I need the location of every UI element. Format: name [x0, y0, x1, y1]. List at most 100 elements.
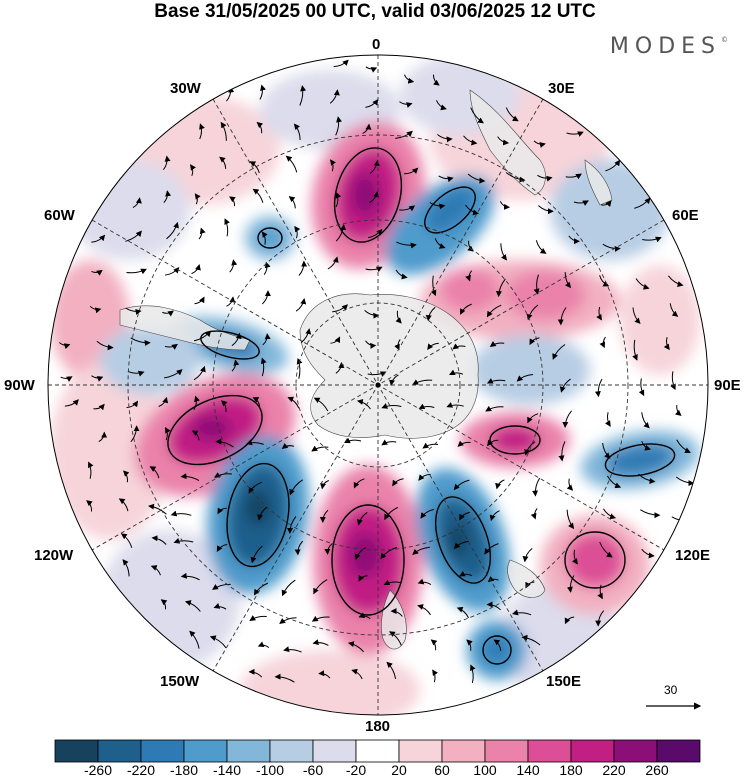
wind-arrow — [420, 508, 435, 519]
wind-arrow — [383, 579, 401, 586]
wind-arrow — [252, 397, 261, 407]
wind-arrow — [193, 395, 200, 411]
wind-arrow — [351, 668, 363, 680]
wind-arrow — [505, 172, 526, 183]
colorbar-tick-label: 20 — [391, 762, 407, 778]
wind-arrow — [365, 266, 383, 273]
wind-arrow — [365, 66, 378, 73]
wind-arrow — [487, 439, 499, 447]
wind-arrow — [369, 191, 380, 204]
wind-arrow — [364, 310, 380, 319]
wind-scale-value: 30 — [664, 683, 678, 697]
wind-arrow — [283, 646, 302, 653]
colorbar-swatch — [355, 739, 400, 763]
wind-arrow — [487, 576, 499, 583]
wind-arrow — [486, 378, 506, 384]
wind-arrow — [605, 159, 621, 172]
wind-arrow — [535, 240, 547, 254]
wind-arrow — [470, 664, 476, 684]
lon-label-120w: 120W — [34, 547, 74, 564]
wind-arrow — [524, 441, 536, 456]
wind-arrow — [256, 121, 264, 134]
wind-arrow — [486, 304, 502, 318]
wind-arrow — [289, 479, 303, 496]
wind-arrow — [248, 668, 263, 678]
wind-arrow — [300, 328, 312, 344]
wind-arrow — [170, 510, 192, 517]
wind-arrow — [279, 617, 297, 625]
wind-arrow — [252, 188, 264, 203]
wind-arrow — [335, 192, 342, 208]
wind-arrow — [231, 359, 240, 372]
colorbar-swatch — [484, 739, 529, 763]
wind-arrow — [465, 204, 479, 216]
wind-arrow — [396, 241, 417, 249]
wind-arrow — [565, 173, 582, 180]
wind-arrow — [599, 541, 613, 558]
colorbar-tick-label: 60 — [434, 762, 450, 778]
wind-arrow — [495, 278, 506, 298]
colorbar-swatch — [226, 739, 271, 763]
wind-arrow — [194, 296, 205, 305]
wind-arrow — [274, 673, 295, 683]
wind-arrow — [403, 74, 415, 84]
wind-arrow — [191, 430, 200, 441]
wind-arrow — [594, 378, 603, 398]
wind-arrow — [122, 559, 130, 577]
wind-arrow — [220, 121, 227, 141]
wind-arrow — [533, 274, 540, 295]
wind-arrow — [427, 342, 439, 351]
wind-arrow — [347, 641, 364, 653]
wind-arrow — [261, 231, 268, 245]
wind-arrow — [532, 477, 541, 497]
wind-arrow — [91, 269, 103, 276]
wind-arrow — [216, 544, 228, 552]
colorbar-swatch — [54, 739, 99, 763]
wind-arrow — [395, 130, 413, 139]
wind-arrow — [602, 508, 617, 520]
wind-arrow — [669, 303, 679, 317]
wind-arrow — [298, 260, 308, 276]
wind-arrow — [641, 548, 655, 559]
wind-arrow — [296, 358, 303, 379]
wind-arrow — [453, 479, 470, 491]
wind-arrow — [434, 238, 446, 249]
wind-arrow — [122, 470, 130, 483]
wind-arrow — [89, 305, 102, 314]
wind-arrow — [489, 341, 505, 347]
wind-arrow — [635, 278, 650, 290]
wind-arrow — [220, 400, 228, 412]
wind-arrow — [173, 537, 194, 544]
wind-arrow — [287, 396, 300, 409]
colorbar-tick-label: -180 — [169, 762, 199, 778]
wind-arrow — [452, 343, 466, 350]
lon-label-180: 180 — [365, 718, 391, 735]
map-disc — [48, 55, 708, 715]
wind-arrow — [212, 583, 231, 590]
colorbar-tick-label: -60 — [302, 762, 324, 778]
wind-arrow — [390, 608, 403, 617]
wind-arrow — [126, 268, 147, 275]
wind-arrow — [335, 223, 347, 242]
wind-arrow — [299, 85, 307, 106]
wind-arrow — [500, 243, 508, 261]
wind-arrow — [180, 473, 200, 482]
wind-arrow — [460, 303, 472, 315]
wind-arrow — [164, 369, 183, 379]
wind-arrow — [335, 116, 342, 136]
wind-arrow — [404, 167, 419, 175]
wind-arrow — [557, 307, 567, 326]
wind-arrow — [281, 579, 296, 597]
wind-arrow — [453, 540, 470, 550]
lon-label-150w: 150W — [160, 673, 200, 690]
wind-arrow — [358, 575, 368, 582]
wind-arrow — [566, 478, 574, 491]
map-border — [47, 54, 709, 716]
wind-arrow — [435, 100, 447, 111]
wind-arrow — [132, 197, 142, 209]
wind-arrow — [459, 570, 473, 577]
south-pole-dot — [375, 382, 381, 388]
wind-arrow — [670, 371, 676, 391]
wind-arrow — [389, 374, 399, 386]
wind-arrow — [362, 123, 372, 134]
